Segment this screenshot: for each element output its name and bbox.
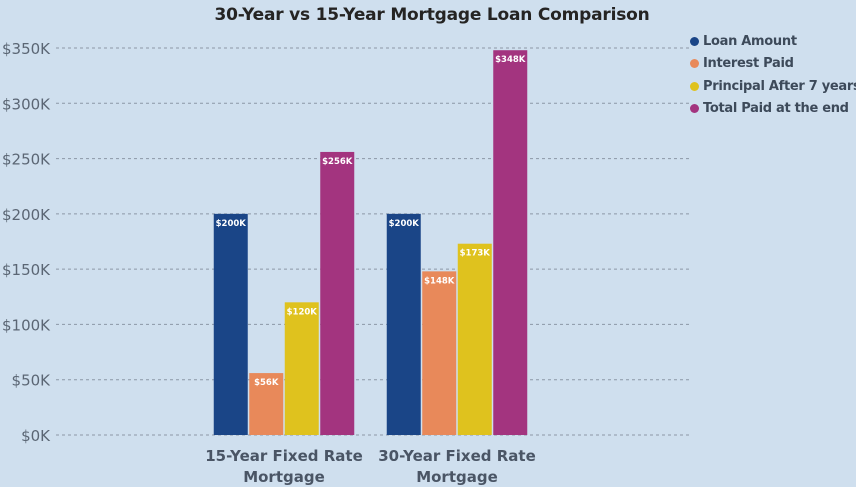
legend-item: Loan Amount [690,30,856,53]
bar [422,271,457,435]
legend-marker-icon [690,81,699,91]
y-tick-label: $150K [2,261,51,279]
x-tick-label: 15-Year Fixed Rate [205,447,363,465]
data-label: $200K [216,219,247,229]
bar [386,213,421,435]
bar [213,213,248,435]
y-tick-label: $100K [2,316,51,334]
data-label: $173K [460,249,491,259]
data-label: $256K [322,157,353,167]
bar [284,302,319,435]
data-label: $120K [287,307,318,317]
data-label: $348K [495,55,526,65]
bar [320,151,355,436]
legend-marker-icon [690,59,699,69]
legend-label: Principal After 7 years [703,78,856,94]
data-label: $148K [424,276,455,286]
legend-marker-icon [690,104,699,114]
y-tick-label: $350K [2,40,51,58]
data-label: $56K [254,378,279,388]
legend-item: Total Paid at the end [690,98,856,121]
y-tick-label: $200K [2,206,51,224]
x-tick-label: 30-Year Fixed Rate [378,447,536,465]
bar [457,243,492,435]
bar [249,373,284,435]
legend-label: Loan Amount [703,33,797,49]
x-tick-label: Mortgage [243,468,325,486]
chart-title: 30-Year vs 15-Year Mortgage Loan Compari… [214,5,650,25]
legend: Loan Amount Interest Paid Principal After … [690,30,856,120]
legend-label: Interest Paid [703,56,794,72]
y-tick-label: $50K [12,372,52,390]
legend-item: Principal After 7 years [690,75,856,98]
x-tick-label: Mortgage [416,468,498,486]
legend-marker-icon [690,36,699,46]
legend-item: Interest Paid [690,53,856,76]
y-tick-label: $250K [2,151,51,169]
y-tick-label: $0K [21,427,51,445]
legend-label: Total Paid at the end [703,101,849,117]
bar [493,50,528,436]
y-tick-label: $300K [2,95,51,113]
data-label: $200K [389,219,420,229]
